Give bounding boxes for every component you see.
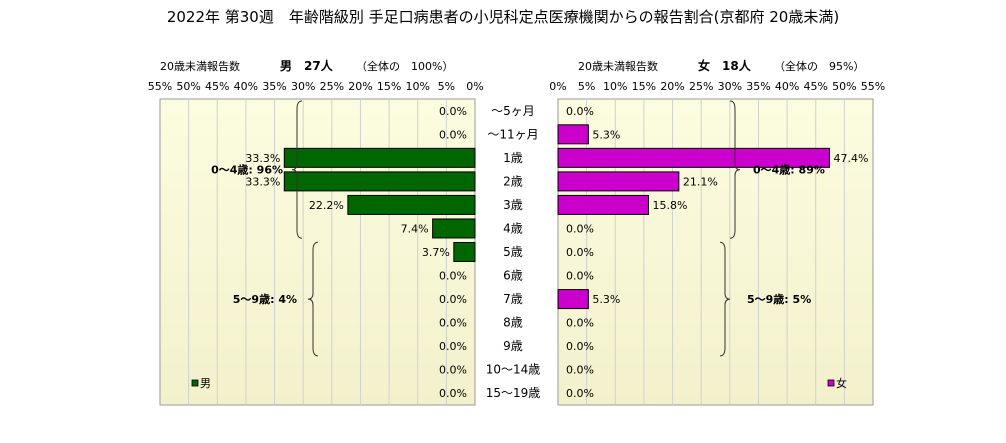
left-header-count: 男 27人	[280, 58, 334, 73]
category-label: 7歳	[503, 292, 523, 306]
left-bar	[283, 147, 476, 168]
left-value-label: 0.0%	[439, 293, 467, 306]
left-tick-label: 0%	[466, 80, 483, 93]
right-group-label: 0〜4歳: 89%	[753, 163, 825, 177]
right-tick-label: 50%	[832, 80, 856, 93]
left-value-label: 3.7%	[422, 246, 450, 259]
left-tick-label: 15%	[377, 80, 401, 93]
left-header-share: （全体の 100%）	[356, 59, 453, 73]
left-value-label: 22.2%	[309, 199, 344, 212]
right-legend-swatch	[827, 379, 835, 387]
category-label: 1歳	[503, 151, 523, 165]
left-value-label: 0.0%	[439, 317, 467, 330]
right-group-label: 5〜9歳: 5%	[747, 292, 811, 306]
right-bar	[557, 194, 649, 215]
right-value-label: 15.8%	[652, 199, 687, 212]
right-value-label: 5.3%	[592, 128, 620, 141]
left-tick-label: 5%	[438, 80, 455, 93]
right-tick-label: 40%	[775, 80, 799, 93]
left-bar	[432, 218, 476, 239]
left-value-label: 33.3%	[245, 175, 280, 188]
category-label: 4歳	[503, 221, 523, 235]
left-value-label: 0.0%	[439, 364, 467, 377]
left-tick-label: 55%	[148, 80, 172, 93]
left-legend-label: 男	[200, 377, 211, 390]
right-group-brace	[719, 241, 731, 357]
category-label: 〜5ヶ月	[491, 104, 535, 118]
chart-title: 2022年 第30週 年齢階級別 手足口病患者の小児科定点医療機関からの報告割合…	[166, 8, 840, 26]
right-plot-area	[557, 98, 874, 406]
left-tick-label: 10%	[406, 80, 430, 93]
right-tick-label: 35%	[746, 80, 770, 93]
category-label: 9歳	[503, 339, 523, 353]
right-value-label: 0.0%	[566, 317, 594, 330]
category-label: 5歳	[503, 245, 523, 259]
left-group-brace	[291, 100, 303, 239]
left-tick-label: 35%	[262, 80, 286, 93]
right-tick-label: 55%	[861, 80, 885, 93]
left-value-label: 0.0%	[439, 128, 467, 141]
right-tick-label: 30%	[718, 80, 742, 93]
right-value-label: 0.0%	[566, 105, 594, 118]
right-tick-label: 15%	[632, 80, 656, 93]
left-tick-label: 50%	[176, 80, 200, 93]
left-group-brace	[307, 241, 319, 357]
left-group-label: 5〜9歳: 4%	[233, 292, 297, 306]
right-tick-label: 5%	[578, 80, 595, 93]
right-tick-label: 25%	[689, 80, 713, 93]
left-tick-label: 45%	[205, 80, 229, 93]
right-header-label: 20歳未満報告数	[578, 60, 658, 73]
right-value-label: 0.0%	[566, 246, 594, 259]
category-label: 〜11ヶ月	[487, 127, 538, 141]
category-label: 3歳	[503, 198, 523, 212]
left-bar	[347, 194, 476, 215]
category-label: 8歳	[503, 316, 523, 330]
left-header-label: 20歳未満報告数	[160, 60, 240, 73]
right-value-label: 0.0%	[566, 387, 594, 400]
right-bar	[557, 289, 589, 310]
right-bar	[557, 171, 680, 192]
left-group-label: 0〜4歳: 96%	[211, 163, 283, 177]
left-value-label: 7.4%	[401, 222, 429, 235]
category-label: 2歳	[503, 174, 523, 188]
left-bar	[283, 171, 476, 192]
right-tick-label: 10%	[603, 80, 627, 93]
left-tick-label: 25%	[320, 80, 344, 93]
right-legend-label: 女	[836, 376, 847, 390]
right-value-label: 0.0%	[566, 364, 594, 377]
left-value-label: 0.0%	[439, 387, 467, 400]
right-header-share: （全体の 95%）	[774, 59, 864, 73]
right-value-label: 0.0%	[566, 270, 594, 283]
right-group-brace	[729, 100, 741, 239]
right-bar	[557, 147, 830, 168]
right-header-count: 女 18人	[698, 58, 752, 73]
left-tick-label: 30%	[291, 80, 315, 93]
right-value-label: 5.3%	[592, 293, 620, 306]
category-label: 15〜19歳	[486, 386, 541, 400]
right-tick-label: 45%	[804, 80, 828, 93]
right-value-label: 0.0%	[566, 340, 594, 353]
right-value-label: 47.4%	[833, 152, 868, 165]
right-value-label: 0.0%	[566, 222, 594, 235]
right-bar	[557, 124, 589, 145]
left-value-label: 0.0%	[439, 105, 467, 118]
right-value-label: 21.1%	[683, 175, 718, 188]
left-legend-swatch	[191, 379, 199, 387]
category-label: 10〜14歳	[486, 363, 541, 377]
right-tick-label: 20%	[660, 80, 684, 93]
left-tick-label: 40%	[234, 80, 258, 93]
left-value-label: 0.0%	[439, 340, 467, 353]
left-value-label: 0.0%	[439, 270, 467, 283]
category-label: 6歳	[503, 269, 523, 283]
right-tick-label: 0%	[549, 80, 566, 93]
left-tick-label: 20%	[348, 80, 372, 93]
left-value-label: 33.3%	[245, 152, 280, 165]
left-bar	[453, 242, 476, 262]
